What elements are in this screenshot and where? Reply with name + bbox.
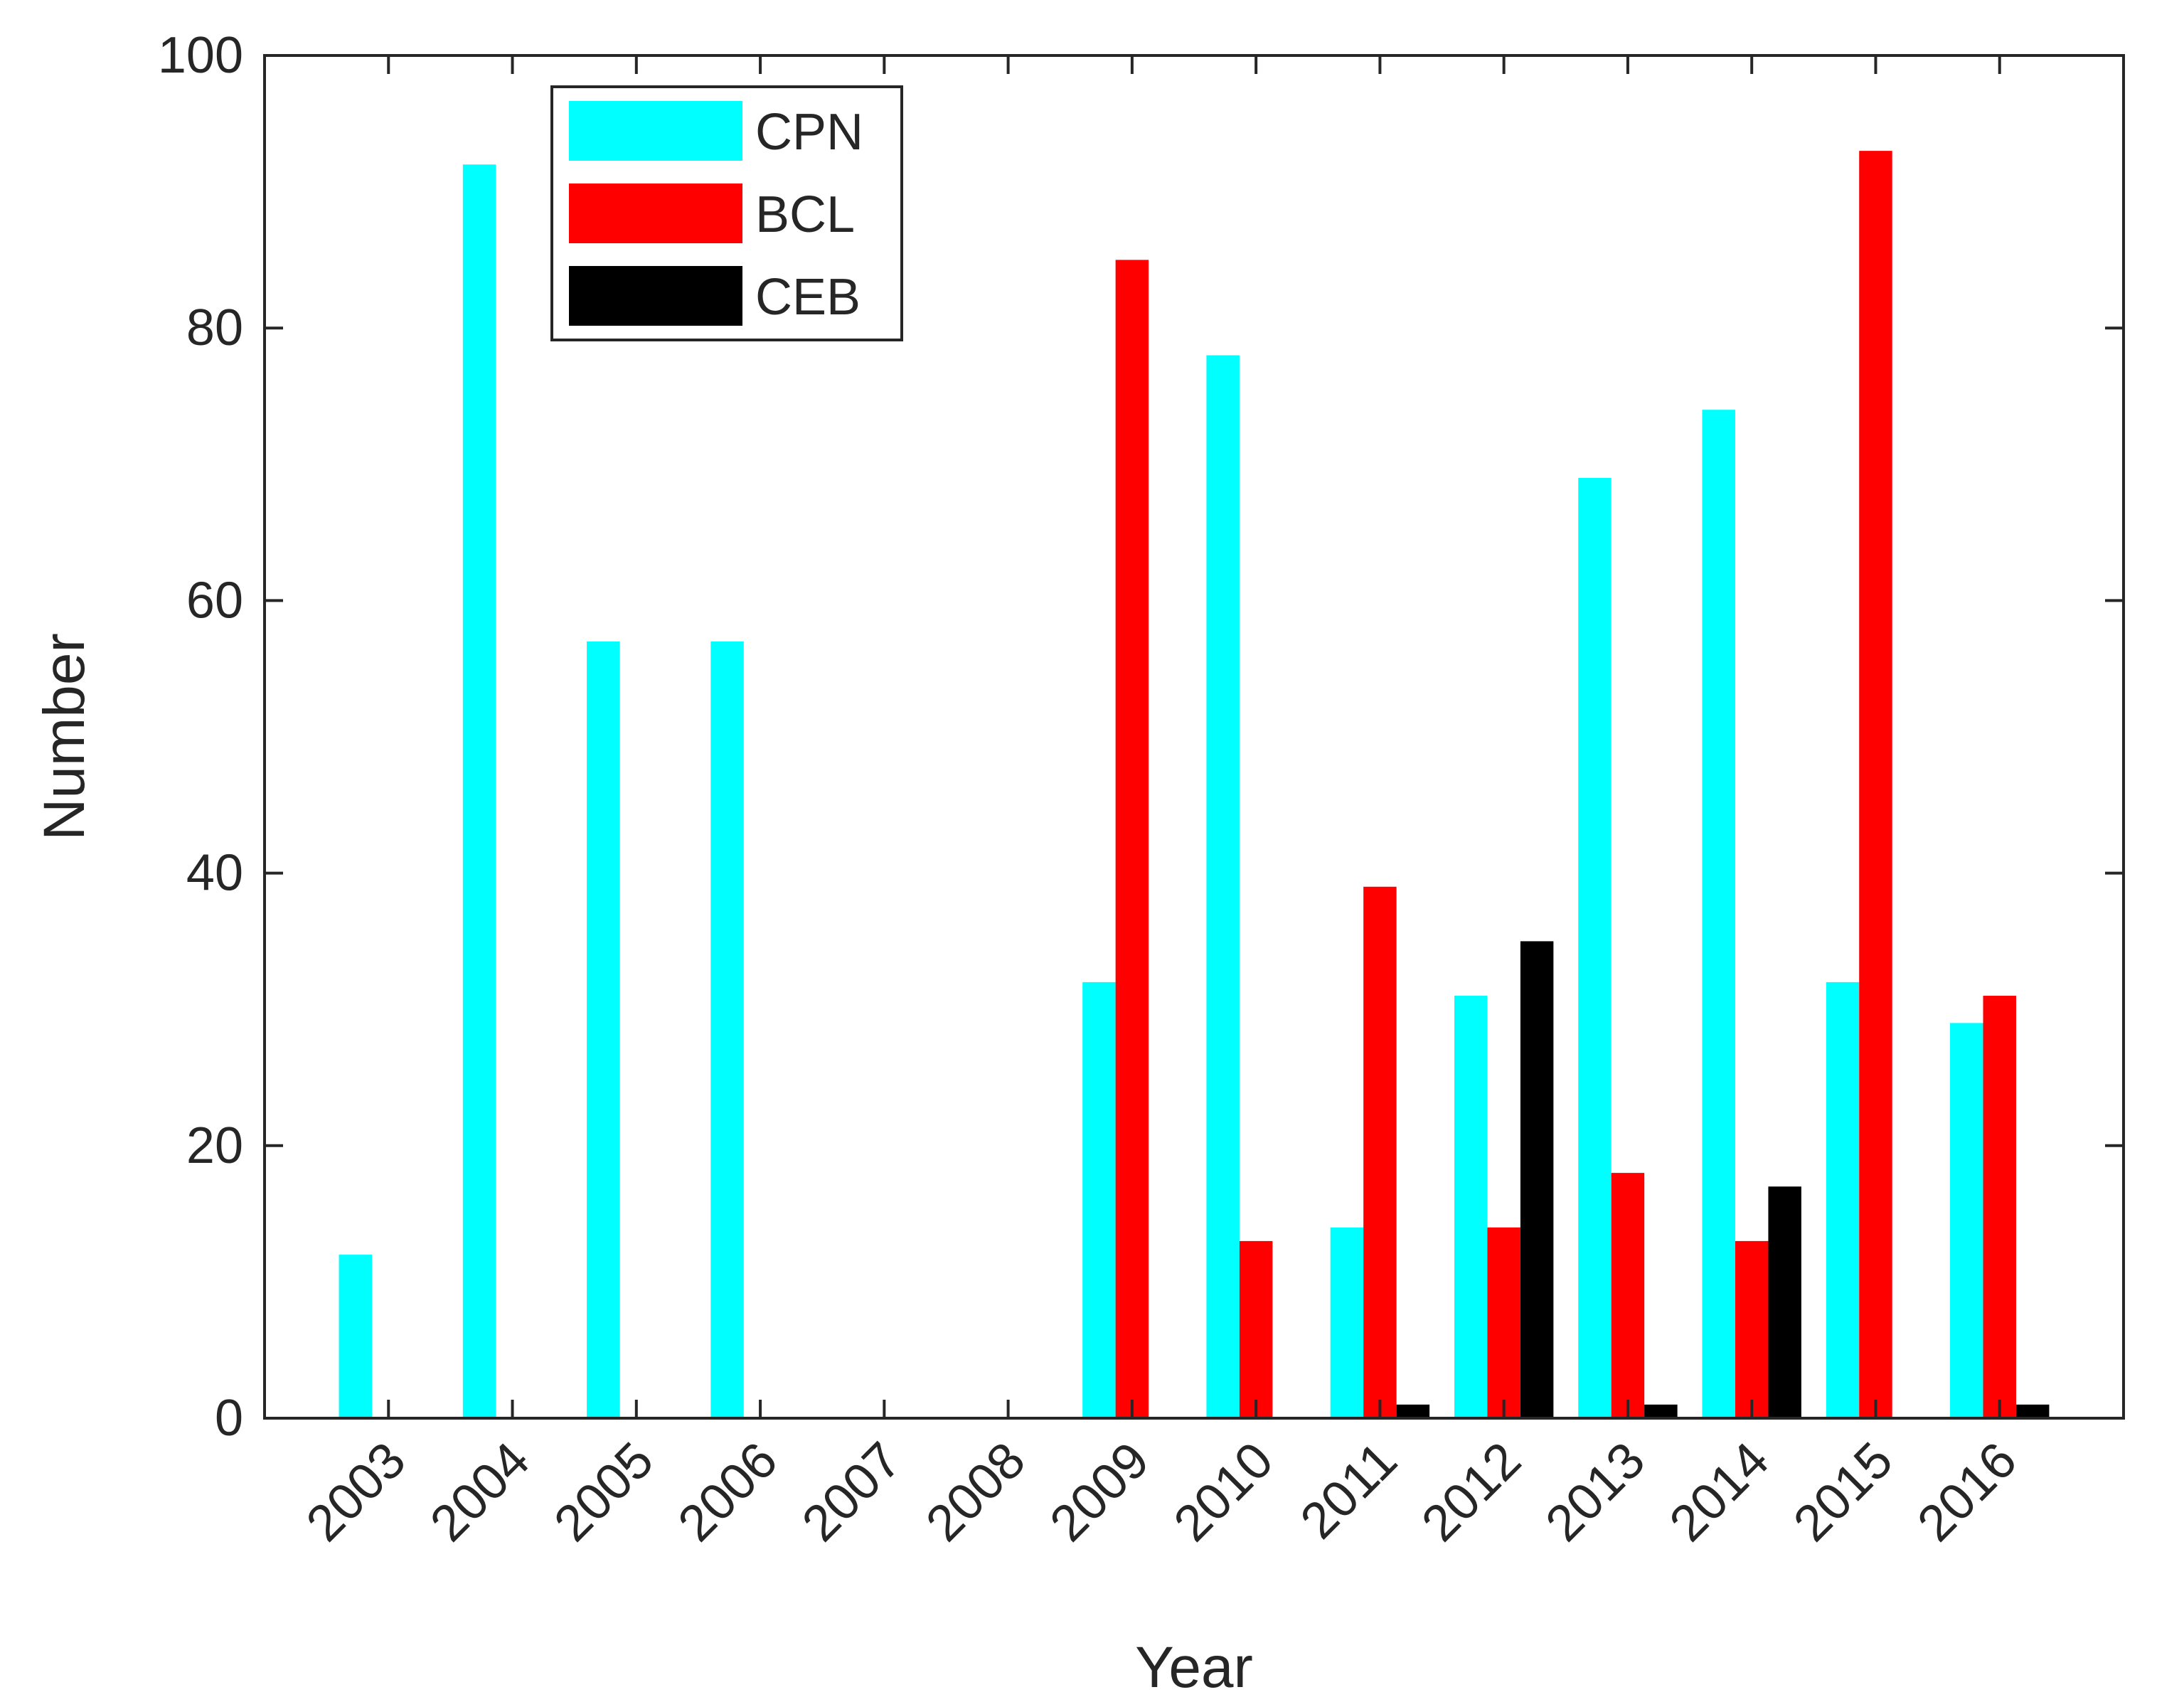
bar-ceb-2016 [2015,1404,2050,1418]
x-tick-label-2010: 2010 [1163,1432,1284,1553]
bar-cpn-2004 [462,164,496,1418]
x-tick-label-2011: 2011 [1290,1432,1408,1550]
bar-cpn-2014 [1702,410,1735,1419]
y-tick-label-40: 40 [186,845,243,902]
y-tick-label-80: 80 [186,299,243,356]
bar-bcl-2012 [1487,1227,1520,1418]
bar-cpn-2003 [339,1255,373,1418]
x-tick-label-2003: 2003 [296,1432,417,1553]
x-tick-label-2006: 2006 [668,1432,789,1553]
bar-bcl-2009 [1115,260,1149,1418]
x-tick-label-2013: 2013 [1535,1432,1656,1553]
y-tick-label-0: 0 [215,1390,243,1447]
x-axis-label: Year [1135,1635,1253,1697]
x-tick-label-2016: 2016 [1907,1432,2028,1553]
legend: CPN BCL CEB [550,85,903,341]
bar-ceb-2012 [1520,941,1554,1418]
bar-cpn-2010 [1206,355,1240,1418]
legend-label-bcl: BCL [755,186,855,243]
x-tick-label-2014: 2014 [1659,1432,1780,1553]
y-tick-label-60: 60 [186,572,243,629]
x-tick-label-2005: 2005 [543,1432,664,1553]
bar-bcl-2011 [1363,886,1397,1418]
bar-cpn-2016 [1950,1023,1983,1418]
bars-group [339,151,2050,1419]
legend-swatch-ceb [569,266,742,326]
bar-cpn-2013 [1578,477,1612,1419]
legend-swatch-cpn [569,101,742,161]
bar-ceb-2013 [1644,1404,1678,1418]
x-tick-label-2009: 2009 [1039,1432,1160,1553]
bar-bcl-2015 [1859,151,1892,1418]
bar-cpn-2015 [1826,982,1860,1418]
legend-label-cpn: CPN [755,104,863,161]
bar-bcl-2014 [1735,1240,1769,1418]
plot-frame [263,54,2125,1420]
legend-items: CPN BCL CEB [569,101,863,326]
bar-bcl-2013 [1611,1173,1645,1418]
y-axis-label: Number [32,633,97,841]
legend-swatch-bcl [569,183,742,243]
bar-cpn-2012 [1454,996,1488,1418]
bar-cpn-2009 [1082,982,1116,1418]
x-tick-label-2007: 2007 [792,1432,912,1553]
bar-ceb-2014 [1768,1186,1801,1418]
bar-cpn-2005 [587,641,620,1418]
x-tick-label-2015: 2015 [1783,1432,1904,1553]
x-tick-label-2008: 2008 [915,1432,1036,1553]
x-tick-label-2004: 2004 [420,1432,540,1553]
bar-bcl-2010 [1239,1240,1273,1418]
x-tick-label-2012: 2012 [1411,1432,1532,1553]
bar-ceb-2011 [1396,1404,1430,1418]
bar-cpn-2011 [1330,1227,1364,1418]
bar-cpn-2006 [710,641,744,1418]
y-tick-label-100: 100 [158,27,243,84]
legend-label-ceb: CEB [755,269,861,326]
bar-bcl-2016 [1983,996,2016,1418]
y-tick-label-20: 20 [186,1117,243,1174]
